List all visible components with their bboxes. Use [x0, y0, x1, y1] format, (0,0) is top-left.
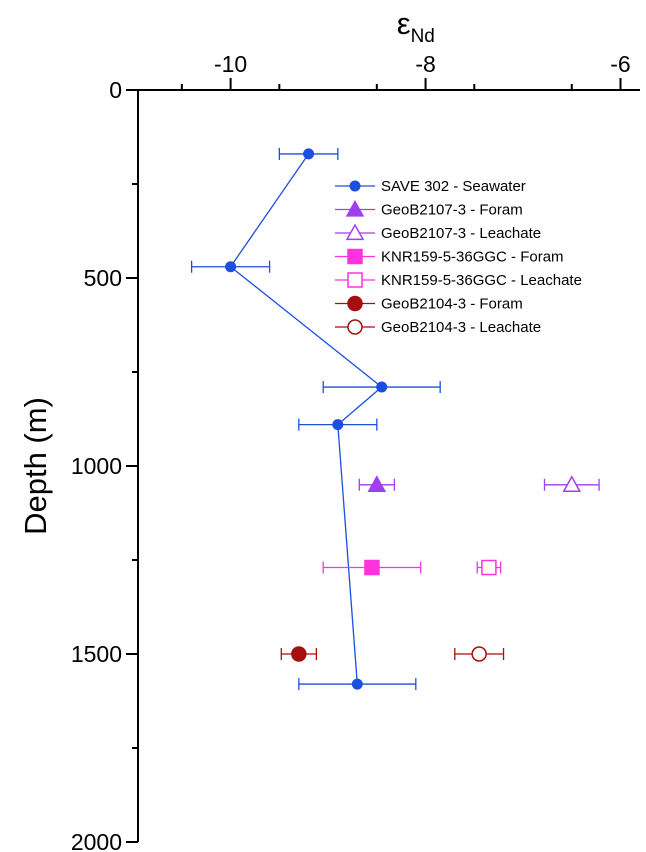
- series-1: [358, 475, 396, 492]
- legend-label: KNR159-5-36GGC - Foram: [381, 249, 564, 266]
- x-axis: -10 -8 -6: [180, 51, 631, 90]
- y-tick-label: 1500: [71, 641, 122, 667]
- legend-label: GeoB2104-3 - Foram: [381, 296, 523, 313]
- series-0: [190, 147, 441, 691]
- data-point: [367, 475, 387, 492]
- legend-marker: [345, 223, 365, 241]
- y-tick-label: 1000: [71, 453, 122, 479]
- legend-marker: [347, 295, 363, 312]
- series-5: [280, 646, 318, 662]
- data-point: [364, 559, 380, 576]
- legend-marker: [349, 180, 361, 192]
- y-axis-title: Depth (m): [18, 397, 53, 535]
- data-point: [481, 559, 497, 576]
- legend-marker: [347, 248, 363, 265]
- data-point: [376, 381, 388, 393]
- data-point: [225, 261, 237, 273]
- legend-label: GeoB2104-3 - Leachate: [381, 319, 541, 336]
- legend-label: SAVE 302 - Seawater: [381, 178, 526, 195]
- x-tick-label: -6: [610, 51, 630, 77]
- y-tick-label: 0: [109, 77, 122, 103]
- legend-item: GeoB2104-3 - Leachate: [335, 319, 541, 336]
- data-point: [303, 148, 315, 160]
- x-axis-title: εNd: [397, 6, 435, 47]
- legend-item: KNR159-5-36GGC - Leachate: [335, 272, 582, 289]
- y-tick-label: 2000: [71, 829, 122, 852]
- data-point: [291, 646, 307, 662]
- data-point: [332, 419, 344, 431]
- series-3: [322, 559, 422, 576]
- series-4: [476, 559, 502, 576]
- series-6: [454, 646, 505, 662]
- legend-item: KNR159-5-36GGC - Foram: [335, 249, 564, 266]
- legend-item: SAVE 302 - Seawater: [335, 178, 526, 195]
- y-tick-label: 500: [84, 265, 122, 291]
- legend-marker: [347, 272, 363, 288]
- legend-label: KNR159-5-36GGC - Leachate: [381, 272, 582, 289]
- legend-marker: [345, 199, 365, 217]
- data-point: [471, 646, 487, 662]
- x-tick-label: -10: [214, 51, 247, 77]
- legend-item: GeoB2107-3 - Leachate: [335, 223, 541, 242]
- series-2: [543, 475, 600, 492]
- data-point: [351, 678, 363, 690]
- legend-label: GeoB2107-3 - Leachate: [381, 225, 541, 242]
- legend-item: GeoB2104-3 - Foram: [335, 296, 523, 313]
- legend-item: GeoB2107-3 - Foram: [335, 199, 523, 219]
- y-axis: 0 500 1000 1500 2000: [71, 77, 138, 852]
- legend: SAVE 302 - Seawater GeoB2107-3 - Foram Geo…: [335, 178, 582, 336]
- x-tick-label: -8: [415, 51, 435, 77]
- data-point: [562, 475, 582, 492]
- legend-label: GeoB2107-3 - Foram: [381, 202, 523, 219]
- series-layer: [190, 147, 600, 691]
- legend-marker: [347, 319, 363, 335]
